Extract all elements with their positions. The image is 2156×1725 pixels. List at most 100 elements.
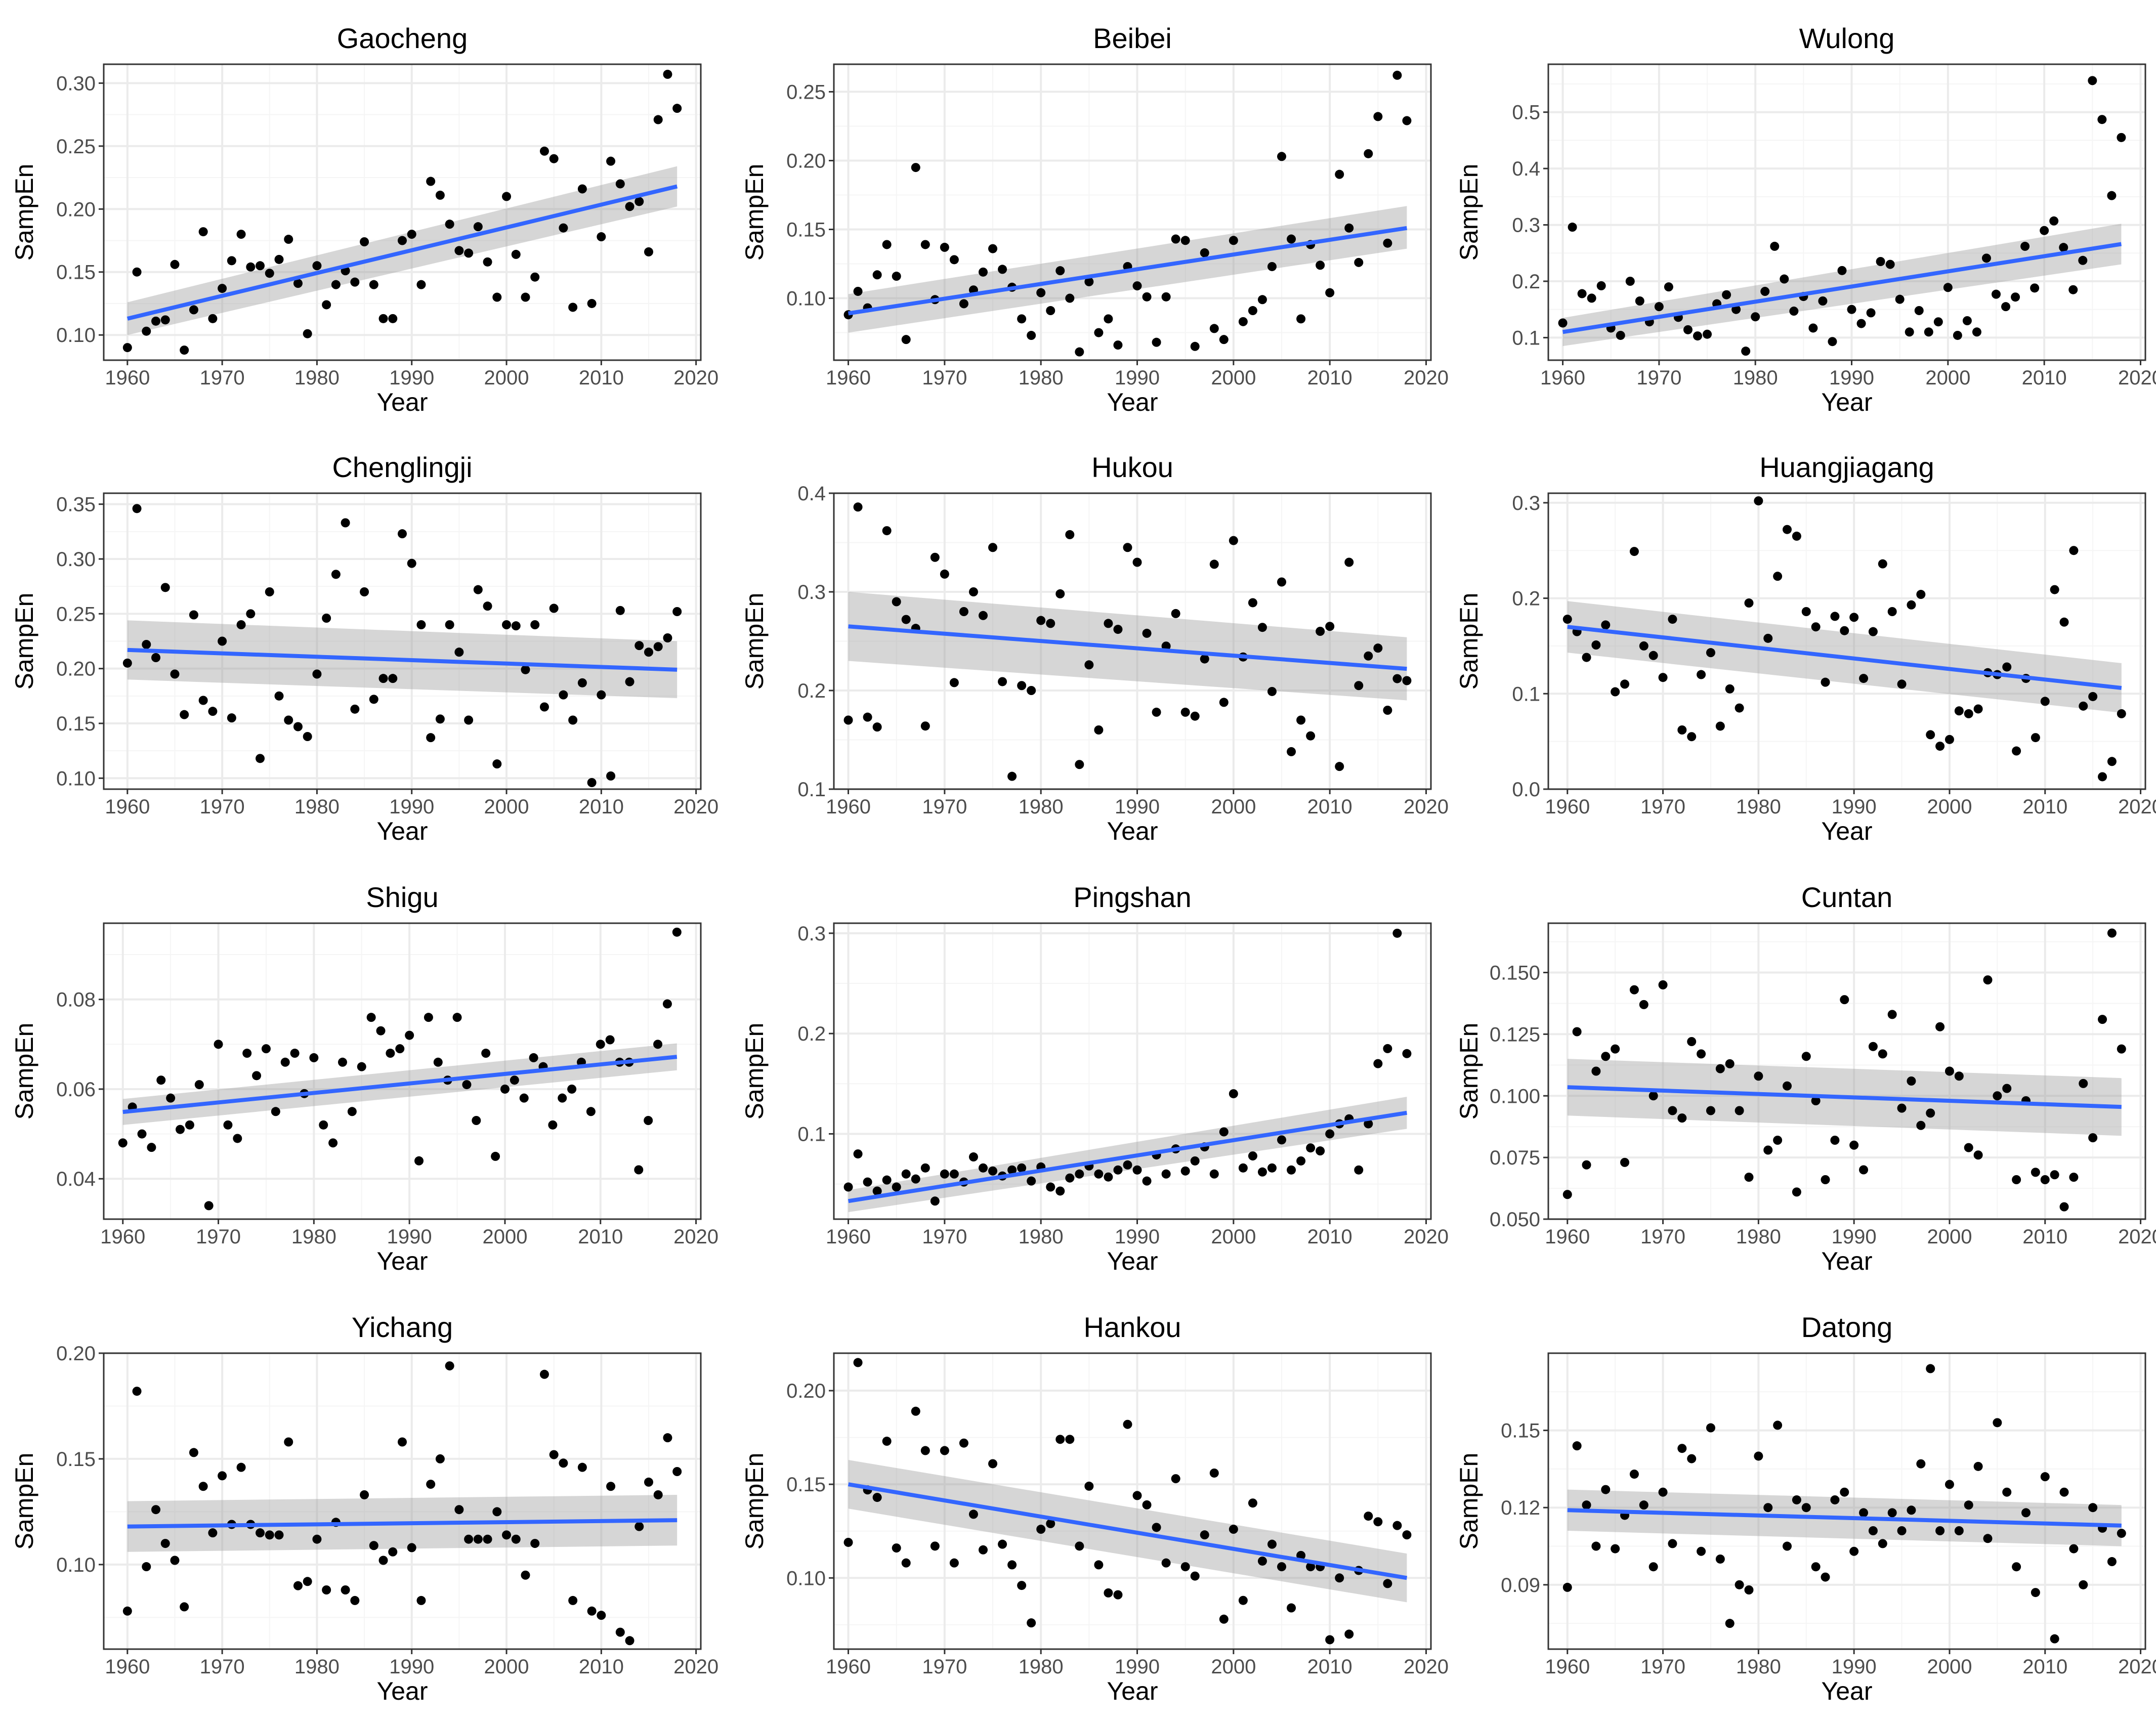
data-point: [2069, 1173, 2079, 1182]
x-tick-label: 2020: [2118, 1226, 2156, 1248]
data-point: [568, 303, 578, 312]
data-point: [1944, 1480, 1954, 1489]
x-tick-label: 1980: [294, 796, 340, 818]
data-point: [416, 1595, 426, 1605]
data-point: [1132, 1165, 1142, 1175]
data-point: [1325, 288, 1335, 297]
data-point: [1152, 707, 1161, 717]
data-point: [433, 1057, 443, 1067]
data-point: [2012, 1175, 2021, 1184]
data-point: [1219, 1127, 1229, 1137]
trend-line: [1567, 1508, 2122, 1528]
y-tick-label: 0.0: [1512, 779, 1540, 801]
data-point: [672, 927, 682, 937]
data-point: [426, 177, 436, 186]
data-point: [395, 1044, 405, 1054]
data-point: [559, 223, 568, 233]
data-point: [2050, 585, 2059, 594]
data-point: [1849, 1546, 1859, 1556]
data-point: [1373, 1059, 1383, 1068]
data-point: [1830, 1495, 1840, 1504]
data-point: [567, 1084, 577, 1094]
data-point: [284, 715, 293, 725]
data-point: [1316, 1146, 1325, 1156]
data-point: [911, 163, 920, 172]
data-point: [2079, 1079, 2088, 1088]
data-point: [435, 714, 445, 724]
x-tick-label: 2010: [2022, 1656, 2067, 1678]
data-point: [2117, 133, 2126, 142]
data-point: [1926, 730, 1935, 740]
x-tick-label: 2010: [2022, 367, 2067, 389]
x-tick-label: 1990: [387, 1226, 432, 1248]
data-point: [454, 1505, 464, 1515]
data-point: [1383, 238, 1392, 248]
data-point: [2117, 1529, 2126, 1538]
data-point: [1973, 1150, 1983, 1160]
data-point: [843, 1182, 853, 1192]
data-point: [1161, 1169, 1171, 1179]
data-point: [1587, 293, 1596, 303]
x-tick-label: 2000: [484, 796, 529, 818]
data-point: [2107, 928, 2117, 938]
data-point: [1763, 1503, 1773, 1513]
data-point: [625, 677, 635, 686]
data-point: [1568, 223, 1577, 232]
data-point: [521, 665, 530, 674]
data-point: [1616, 330, 1625, 340]
data-point: [1065, 530, 1075, 539]
data-point: [265, 269, 274, 278]
y-tick-label: 0.050: [1490, 1209, 1540, 1231]
panel-border: [103, 922, 702, 1220]
data-point: [843, 715, 853, 725]
panel-background: [834, 1353, 1431, 1649]
data-point: [1973, 1461, 1983, 1471]
data-point: [1267, 686, 1277, 696]
data-point: [1683, 325, 1693, 334]
data-point: [1171, 1474, 1180, 1484]
data-point: [911, 1174, 920, 1184]
panel-wulong: 1960 1970 1980 1990 2000 2010 2020 0.1 0.2 0.3 0.4…: [1455, 22, 2156, 416]
data-point: [2097, 115, 2107, 124]
data-point: [1094, 1560, 1104, 1570]
panel-title: Huangjiagang: [1759, 451, 1934, 483]
data-point: [1770, 241, 1780, 251]
data-point: [1373, 643, 1383, 653]
data-point: [663, 633, 672, 642]
data-point: [1811, 622, 1821, 632]
data-point: [872, 1186, 882, 1196]
panel-hukou: 1960 1970 1980 1990 2000 2010 2020 0.1 0.2 0.3 0.4…: [740, 451, 1449, 845]
data-point: [1582, 653, 1591, 662]
data-point: [988, 1166, 998, 1176]
y-tick-label: 0.10: [56, 767, 96, 790]
x-axis-label: Year: [1821, 388, 1872, 416]
data-point: [1773, 572, 1783, 581]
data-point: [1808, 323, 1818, 333]
data-point: [1287, 234, 1296, 244]
x-tick-label: 1980: [1736, 1226, 1781, 1248]
data-point: [558, 1093, 567, 1103]
data-point: [1046, 306, 1055, 316]
data-point: [511, 1534, 521, 1544]
data-point: [872, 722, 882, 732]
data-point: [189, 1448, 198, 1457]
data-point: [180, 346, 189, 355]
x-tick-label: 1960: [826, 796, 871, 818]
data-point: [1065, 1173, 1075, 1183]
data-point: [1914, 306, 1924, 315]
data-point: [1654, 302, 1664, 312]
data-point: [1277, 577, 1286, 587]
panel-border: [833, 922, 1432, 1220]
data-point: [246, 262, 256, 272]
x-tick-label: 1990: [1115, 796, 1160, 818]
x-tick-label: 1970: [922, 1226, 967, 1248]
panel-border: [103, 492, 702, 790]
x-axis-label: Year: [376, 1677, 428, 1705]
panel-title: Gaocheng: [337, 22, 468, 54]
data-point: [930, 1196, 940, 1206]
x-tick-label: 2010: [1307, 796, 1352, 818]
data-point: [122, 1606, 132, 1616]
data-point: [445, 220, 454, 229]
data-point: [1582, 1160, 1591, 1170]
data-point: [1907, 1505, 1916, 1515]
